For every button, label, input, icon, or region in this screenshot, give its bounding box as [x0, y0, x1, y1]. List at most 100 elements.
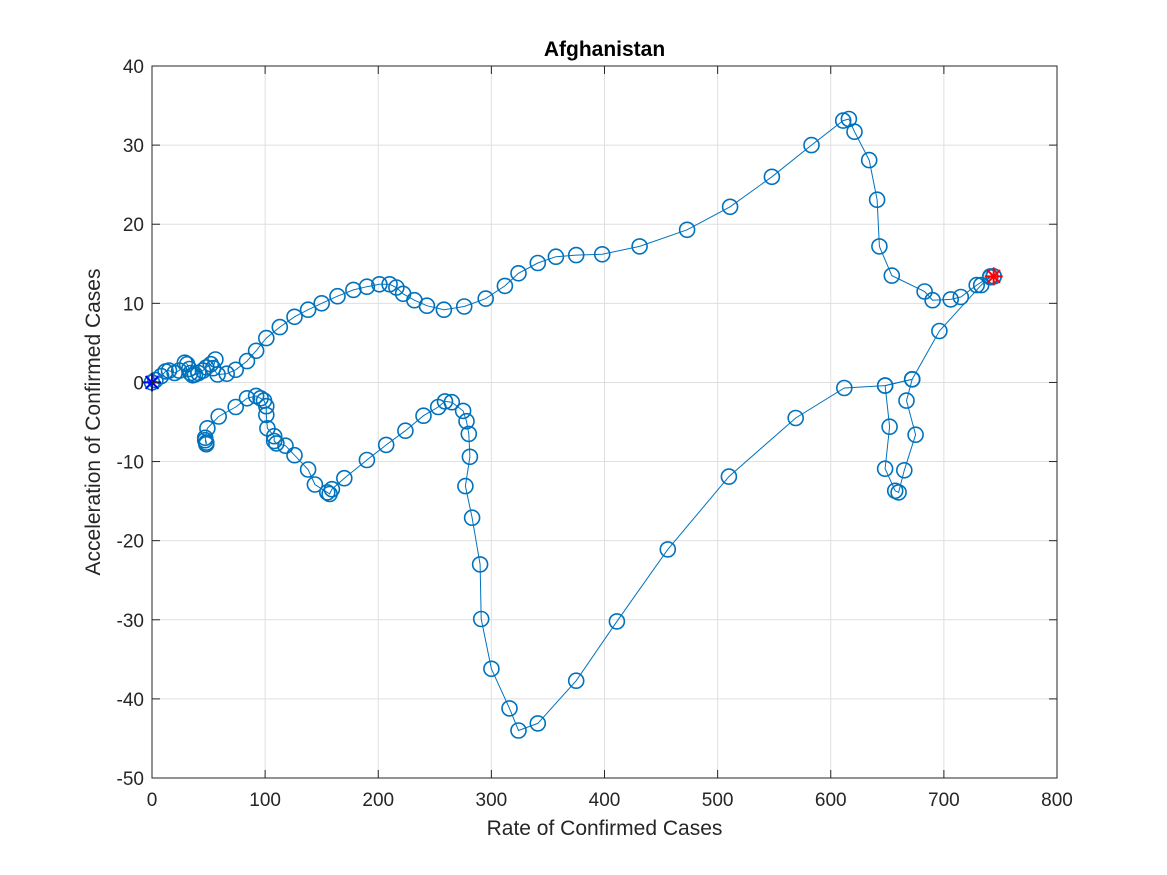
x-tick-label: 400: [589, 790, 621, 811]
data-point: [721, 198, 739, 216]
data-point: [763, 168, 781, 186]
data-point: [238, 389, 256, 407]
data-point: [397, 422, 414, 440]
data-point: [209, 366, 226, 383]
data-point: [678, 221, 696, 239]
data-point: [510, 264, 527, 282]
y-tick-label: 20: [123, 215, 144, 236]
y-tick-label: 0: [133, 373, 144, 394]
data-point: [835, 379, 853, 397]
data-point: [881, 418, 898, 436]
data-point: [472, 610, 490, 628]
data-point: [196, 431, 214, 449]
data-point: [321, 485, 338, 503]
end-marker: [984, 267, 1003, 286]
data-point: [299, 301, 317, 319]
data-point: [547, 248, 565, 266]
data-point: [659, 541, 677, 558]
data-point: [461, 448, 479, 466]
data-point: [846, 123, 863, 140]
data-point: [608, 613, 626, 630]
data-point: [458, 412, 475, 430]
data-point: [418, 297, 436, 315]
data-point: [265, 432, 283, 450]
x-tick-label: 600: [815, 790, 847, 811]
data-point: [268, 435, 285, 452]
data-point: [329, 287, 346, 305]
x-tick-label: 800: [1041, 790, 1073, 811]
x-tick-label: 200: [362, 790, 394, 811]
data-point: [335, 469, 353, 487]
x-tick-label: 500: [702, 790, 734, 811]
data-point: [257, 329, 275, 347]
data-point: [271, 318, 289, 336]
data-point: [787, 409, 805, 427]
x-axis-label: Rate of Confirmed Cases: [487, 817, 723, 840]
data-point: [377, 436, 395, 454]
data-point: [876, 377, 894, 394]
y-tick-label: 10: [123, 294, 144, 315]
y-tick-label: -20: [117, 532, 144, 553]
data-point: [567, 246, 585, 264]
y-tick-label: 30: [123, 136, 144, 157]
data-point: [868, 191, 886, 208]
data-point: [318, 484, 336, 501]
data-point: [501, 700, 518, 717]
data-point: [931, 322, 948, 340]
data-point: [496, 277, 514, 295]
data-point: [952, 288, 970, 306]
y-tick-label: -10: [117, 453, 144, 474]
data-point: [247, 387, 265, 405]
data-point: [286, 308, 303, 326]
x-tick-label: 300: [476, 790, 508, 811]
data-point: [286, 446, 303, 464]
data-point: [942, 291, 960, 308]
y-tick-label: -50: [117, 769, 144, 790]
data-point: [907, 426, 924, 444]
data-point: [313, 294, 331, 312]
data-point: [429, 398, 447, 416]
data-point: [529, 254, 547, 272]
data-point: [460, 425, 478, 443]
data-point: [227, 398, 244, 416]
x-tick-label: 100: [249, 790, 281, 811]
data-point: [218, 365, 235, 383]
series-layer: [143, 110, 1003, 739]
y-axis-label: Acceleration of Confirmed Cases: [82, 269, 105, 576]
data-point: [277, 437, 294, 455]
data-point: [871, 238, 888, 255]
y-tick-label: -40: [117, 690, 144, 711]
data-point: [510, 722, 527, 739]
data-point: [803, 136, 820, 154]
data-point: [457, 477, 474, 495]
data-point: [471, 556, 489, 573]
data-point: [593, 246, 611, 263]
data-point: [455, 298, 473, 315]
data-point: [860, 151, 878, 169]
data-point: [358, 278, 376, 296]
data-point: [529, 715, 547, 732]
data-point: [415, 407, 432, 425]
grid: [151, 65, 1058, 779]
data-point: [259, 419, 276, 437]
data-point: [972, 276, 990, 294]
data-point: [898, 392, 915, 409]
data-point: [210, 408, 227, 425]
data-point: [306, 476, 324, 493]
data-point: [883, 267, 901, 284]
data-point: [371, 275, 388, 293]
series-line: [151, 118, 994, 732]
data-point: [435, 301, 453, 319]
data-point: [238, 352, 256, 370]
data-point: [876, 460, 894, 478]
data-point: [255, 392, 273, 409]
data-point: [247, 342, 265, 360]
x-tick-label: 700: [928, 790, 960, 811]
y-tick-label: 40: [123, 57, 144, 78]
data-point: [924, 291, 941, 309]
x-tick-label: 0: [147, 790, 158, 811]
data-point: [631, 238, 648, 255]
data-point: [903, 370, 921, 388]
